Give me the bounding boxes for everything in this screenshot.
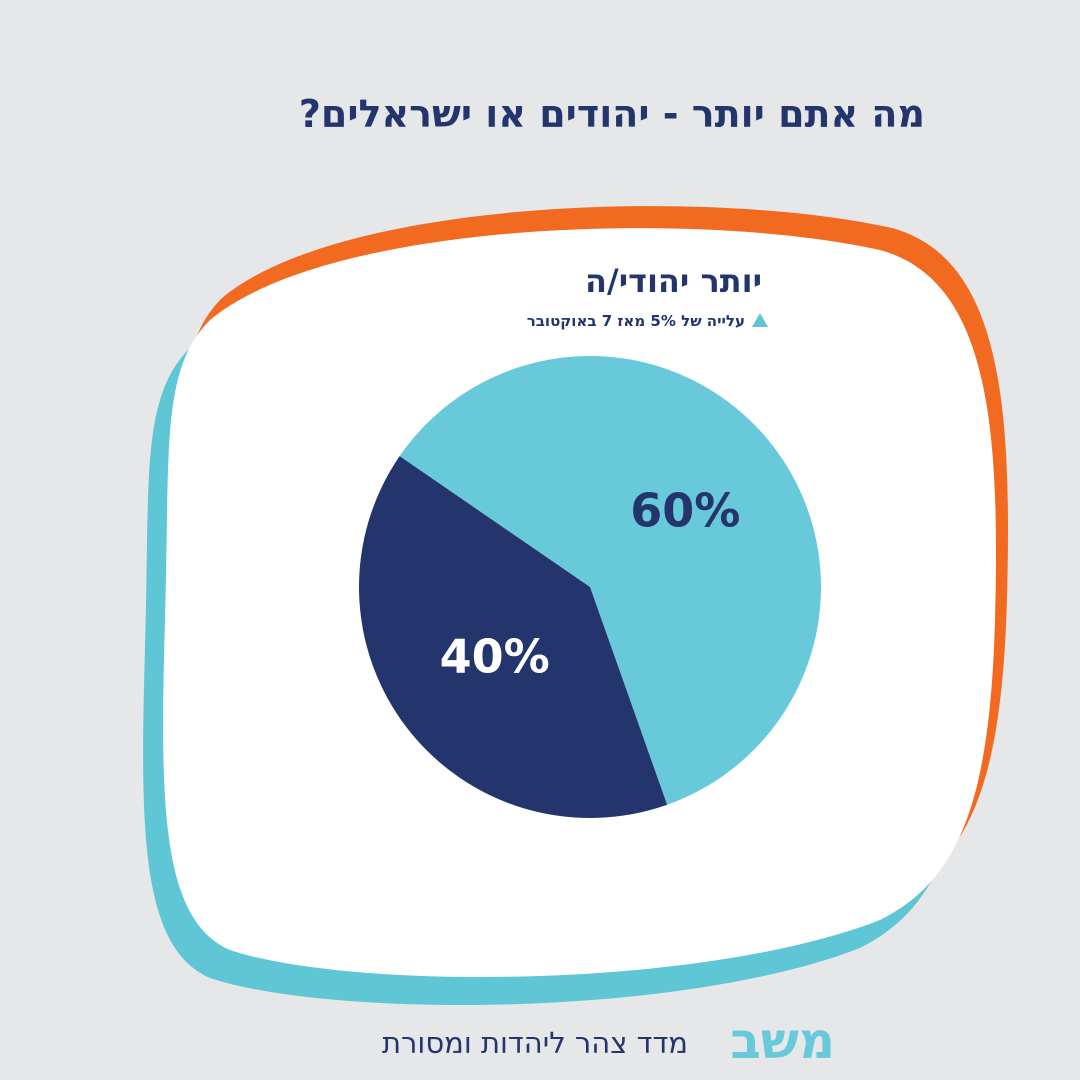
annotation: עלייה של 5% מאז 7 באוקטובר bbox=[526, 312, 745, 330]
pie-slice bbox=[399, 356, 821, 805]
value-label: 40% bbox=[440, 630, 550, 684]
pie: 60% 40% bbox=[358, 356, 821, 818]
value-label: 60% bbox=[630, 483, 740, 537]
pie-slice bbox=[358, 456, 668, 818]
chart-subtitle: יותר יהודי/ה bbox=[585, 262, 762, 300]
up-triangle bbox=[752, 313, 768, 327]
logo: משב bbox=[730, 1012, 835, 1070]
footer-text: מדד צהר ליהדות ומסורת bbox=[382, 1026, 688, 1060]
chart-title: מה אתם יותר - יהודים או ישראלים? bbox=[298, 92, 925, 136]
